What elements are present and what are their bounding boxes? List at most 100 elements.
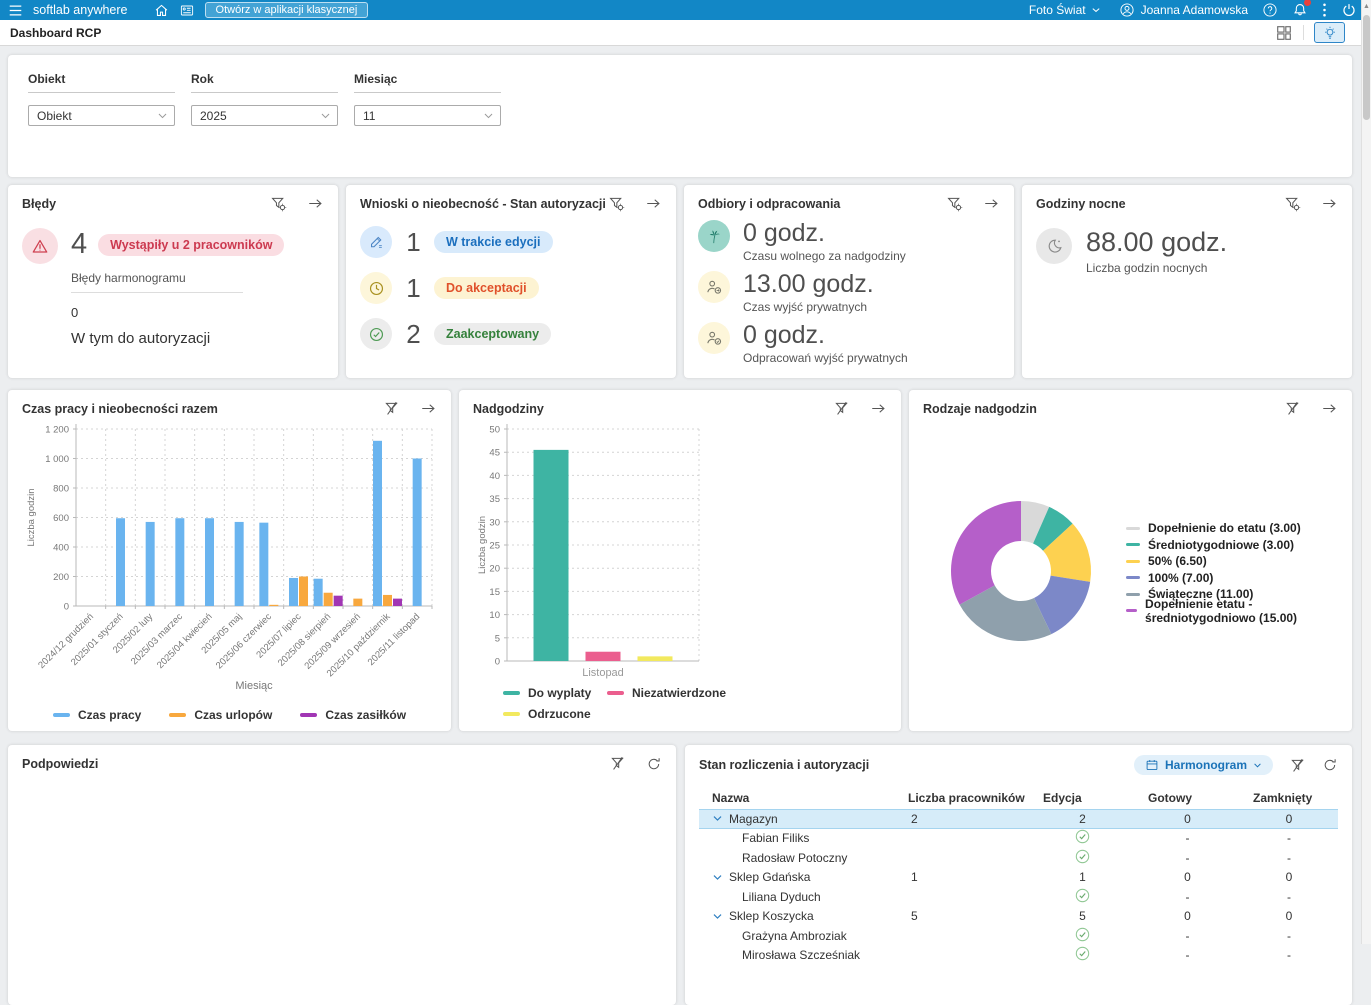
home-icon[interactable] xyxy=(154,3,169,18)
bar-Do wyplaty[interactable] xyxy=(533,449,569,661)
legend-item[interactable]: 100% (7.00) xyxy=(1126,570,1352,587)
bar-Czas urlopów[interactable] xyxy=(323,592,333,606)
view-selector-button[interactable]: Harmonogram xyxy=(1133,755,1273,775)
bar-Czas zasiłków[interactable] xyxy=(333,595,343,606)
column-header-5[interactable]: Zamknięty xyxy=(1253,791,1313,805)
arrow-right-icon[interactable] xyxy=(307,196,324,211)
legend-item[interactable]: Dopełnienie do etatu (3.00) xyxy=(1126,520,1352,537)
legend-item[interactable]: Średniotygodniowe (3.00) xyxy=(1126,537,1352,554)
table-row[interactable]: Mirosława Szcześniak - - xyxy=(699,946,1338,966)
overtime-bar-chart[interactable]: 0 5 10 15 20 25 30 35 40 45 50 Listopad Liczba godzi… xyxy=(473,417,887,687)
errors-badge[interactable]: Wystąpiły u 2 pracowników xyxy=(98,233,285,256)
bar-Czas zasiłków[interactable] xyxy=(393,598,402,606)
arrow-right-icon[interactable] xyxy=(983,196,1000,211)
arrow-right-icon[interactable] xyxy=(870,401,887,416)
filter-clear-icon[interactable] xyxy=(1289,757,1306,774)
scrollbar-thumb[interactable] xyxy=(1363,15,1370,120)
bar-Czas pracy[interactable] xyxy=(259,522,269,606)
bar-Czas urlopów[interactable] xyxy=(299,576,308,607)
arrow-right-icon[interactable] xyxy=(1321,401,1338,416)
overtime-types-donut-chart[interactable] xyxy=(936,486,1106,656)
obiekt-select[interactable]: Obiekt xyxy=(28,105,175,126)
help-icon[interactable] xyxy=(1262,2,1278,18)
filter-clear-icon[interactable] xyxy=(833,400,850,417)
arrow-right-icon[interactable] xyxy=(420,401,437,416)
open-classic-app-button[interactable]: Otwórz w aplikacji klasycznej xyxy=(204,2,369,18)
arrow-right-icon[interactable] xyxy=(1321,196,1338,211)
column-header-4[interactable]: Gotowy xyxy=(1148,791,1192,805)
bar-Czas pracy[interactable] xyxy=(313,578,323,606)
rok-select[interactable]: 2025 xyxy=(191,105,338,126)
legend-item[interactable]: 50% (6.50) xyxy=(1126,553,1352,570)
bar-Czas pracy[interactable] xyxy=(145,521,155,606)
table-group-row[interactable]: Magazyn 2 2 0 0 xyxy=(699,809,1338,829)
bar-Czas pracy[interactable] xyxy=(175,518,185,606)
table-row[interactable]: Fabian Filiks - - xyxy=(699,829,1338,849)
filter-settings-icon[interactable] xyxy=(608,195,625,212)
bar-Czas pracy[interactable] xyxy=(205,518,214,606)
bar-Czas pracy[interactable] xyxy=(373,440,382,606)
donut-slice[interactable] xyxy=(1033,506,1073,551)
filter-clear-icon[interactable] xyxy=(609,755,626,772)
notifications-bell-icon[interactable] xyxy=(1292,0,1311,18)
vertical-scrollbar[interactable]: ▲ xyxy=(1361,0,1371,944)
company-selector[interactable]: Foto Świat xyxy=(1029,3,1101,17)
legend-item[interactable]: Dopełnienie etatu - średniotygodniowo (1… xyxy=(1126,597,1352,625)
legend-item[interactable]: Czas pracy xyxy=(52,708,141,722)
bar-Czas urlopów[interactable] xyxy=(269,604,279,606)
refresh-icon[interactable] xyxy=(1322,757,1338,773)
legend-item[interactable]: Czas zasiłków xyxy=(300,708,406,722)
requests-pending-badge[interactable]: Do akceptacji xyxy=(434,277,539,299)
tips-lightbulb-button[interactable] xyxy=(1314,22,1345,43)
column-header-3[interactable]: Edycja xyxy=(1043,791,1082,805)
chevron-down-icon[interactable] xyxy=(712,814,723,823)
table-group-row[interactable]: Sklep Gdańska 1 1 0 0 xyxy=(699,868,1338,888)
power-icon[interactable] xyxy=(1341,2,1357,18)
menu-icon[interactable] xyxy=(8,4,23,17)
bar-Czas pracy[interactable] xyxy=(234,521,244,606)
bar-Czas pracy[interactable] xyxy=(412,458,422,607)
legend-item[interactable]: Do wyplaty xyxy=(503,686,607,700)
arrow-right-icon[interactable] xyxy=(645,196,662,211)
filter-settings-icon[interactable] xyxy=(946,195,963,212)
requests-editing-badge[interactable]: W trakcie edycji xyxy=(434,231,553,253)
user-menu[interactable]: Joanna Adamowska xyxy=(1119,2,1248,18)
legend-item[interactable]: Czas urlopów xyxy=(169,708,272,722)
errors-card: Błędy 4 Wystąpiły u 2 pra xyxy=(8,185,338,378)
chevron-down-icon[interactable] xyxy=(712,912,723,921)
legend-item[interactable]: Niezatwierdzone xyxy=(607,686,726,700)
donut-slice[interactable] xyxy=(1021,501,1050,544)
bar-Odrzucone[interactable] xyxy=(637,656,673,661)
kebab-menu-icon[interactable] xyxy=(1322,2,1327,18)
scrollbar-up-arrow[interactable]: ▲ xyxy=(1363,3,1370,10)
miesiac-select[interactable]: 11 xyxy=(354,105,501,126)
table-row[interactable]: Grażyna Ambroziak - - xyxy=(699,926,1338,946)
filter-clear-icon[interactable] xyxy=(383,400,400,417)
legend-item[interactable]: Odrzucone xyxy=(503,707,607,721)
donut-slice[interactable] xyxy=(1043,523,1092,582)
donut-slice[interactable] xyxy=(959,585,1052,642)
donut-slice[interactable] xyxy=(1034,575,1091,635)
column-header-1[interactable]: Nazwa xyxy=(712,791,750,805)
donut-slice[interactable] xyxy=(950,501,1021,605)
requests-accepted-badge[interactable]: Zaakceptowany xyxy=(434,323,552,345)
refresh-icon[interactable] xyxy=(646,756,662,772)
table-group-row[interactable]: Sklep Koszycka 5 5 0 0 xyxy=(699,907,1338,927)
bar-Czas pracy[interactable] xyxy=(289,577,298,606)
bar-Niezatwierdzone[interactable] xyxy=(585,651,621,661)
table-row[interactable]: Liliana Dyduch - - xyxy=(699,887,1338,907)
filter-settings-icon[interactable] xyxy=(270,195,287,212)
bar-Czas pracy[interactable] xyxy=(116,518,125,606)
bar-Czas urlopów[interactable] xyxy=(383,594,392,606)
table-row[interactable]: Radosław Potoczny - - xyxy=(699,848,1338,868)
news-icon[interactable] xyxy=(179,3,195,18)
app-brand[interactable]: softlab anywhere xyxy=(33,3,128,17)
layout-grid-icon[interactable] xyxy=(1275,24,1293,42)
bar-Czas urlopów[interactable] xyxy=(353,598,363,606)
filter-settings-icon[interactable] xyxy=(1284,195,1301,212)
filter-clear-icon[interactable] xyxy=(1284,400,1301,417)
legend-item[interactable]: Świąteczne (11.00) xyxy=(1126,586,1352,603)
column-header-2[interactable]: Liczba pracowników xyxy=(908,791,1025,805)
chevron-down-icon[interactable] xyxy=(712,873,723,882)
